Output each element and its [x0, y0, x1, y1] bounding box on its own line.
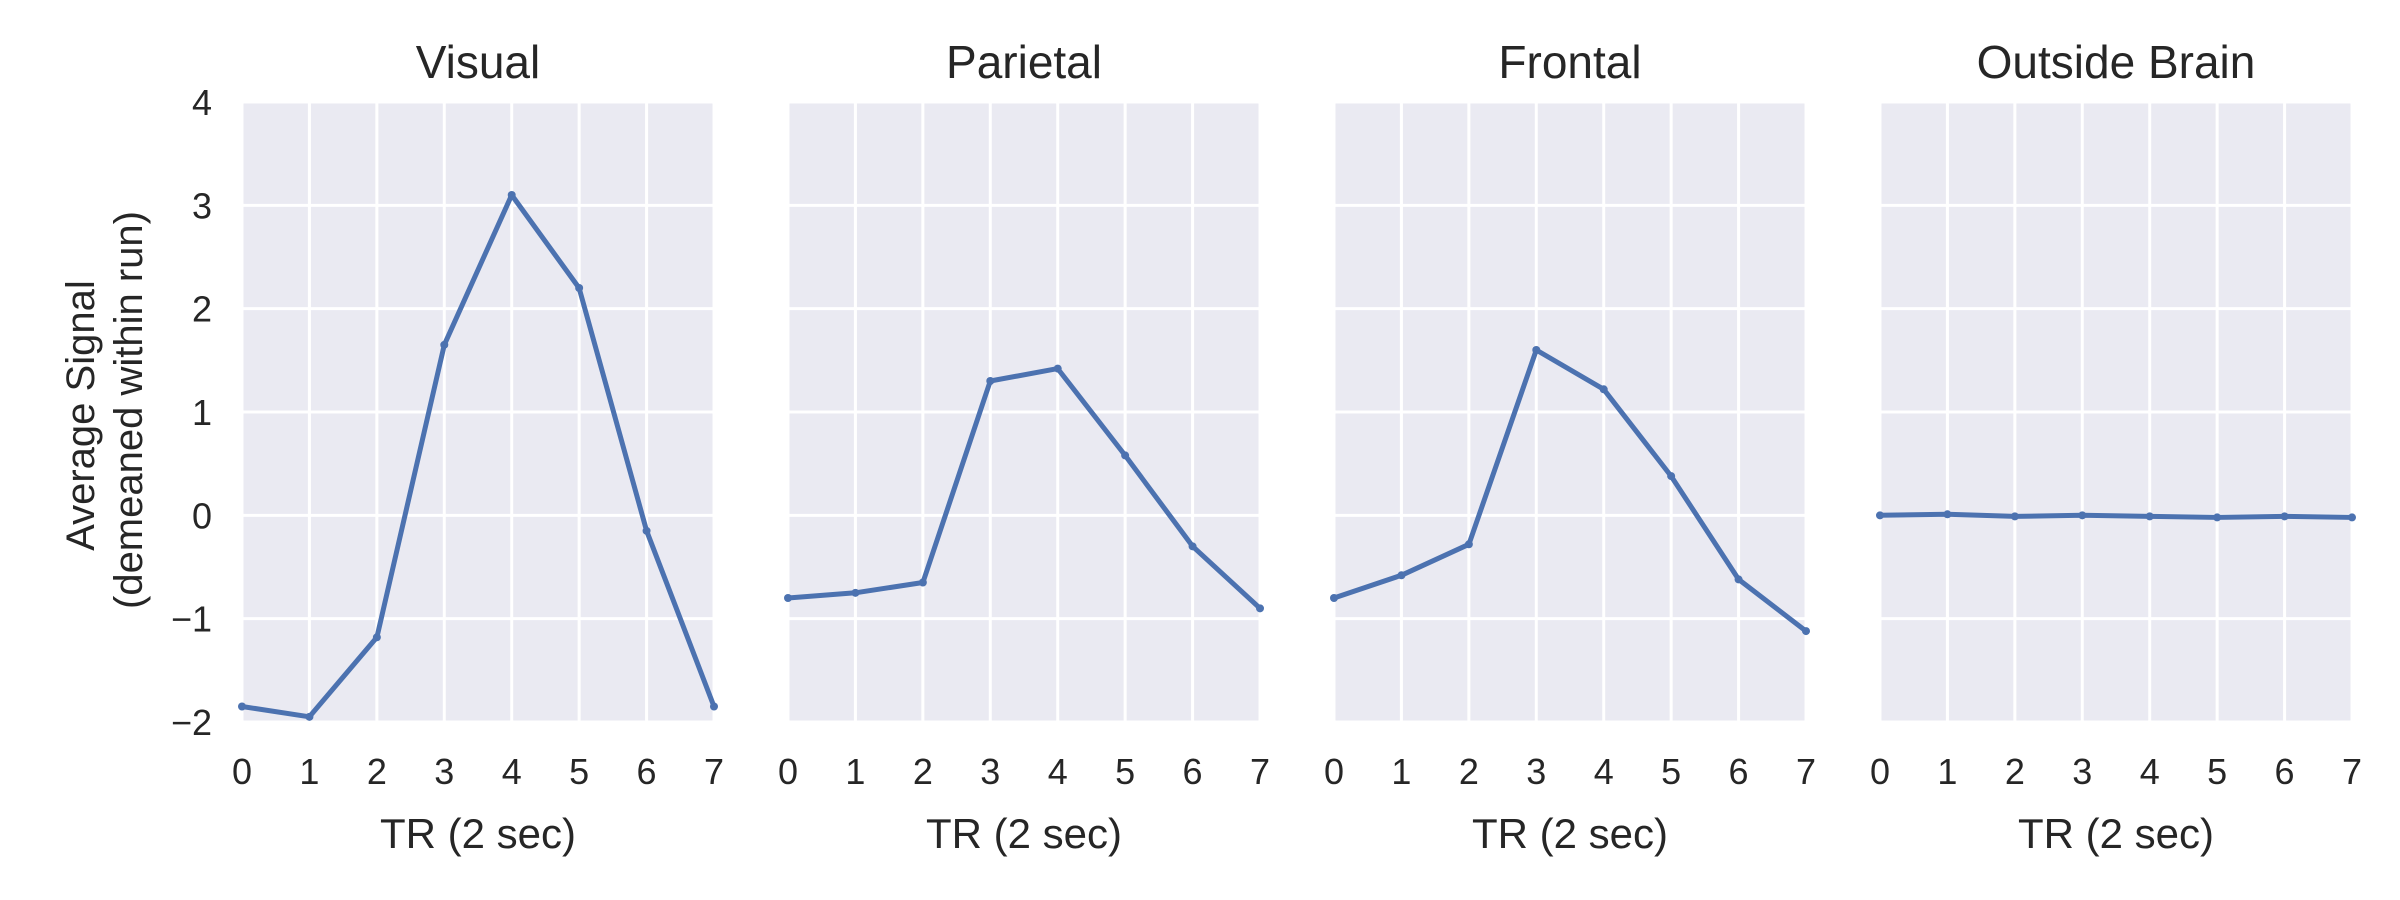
- panel-title: Parietal: [946, 36, 1102, 88]
- x-tick-label: 7: [2342, 751, 2362, 792]
- data-point: [2010, 512, 2019, 521]
- data-point: [2145, 512, 2154, 521]
- y-tick-label: 0: [192, 495, 212, 536]
- data-point: [642, 526, 651, 535]
- data-point: [2078, 511, 2087, 520]
- data-point: [575, 284, 584, 292]
- x-tick-label: 0: [1870, 751, 1890, 792]
- data-point: [1121, 451, 1130, 460]
- data-point: [2213, 513, 2222, 522]
- data-point: [305, 712, 314, 721]
- x-tick-label: 1: [1937, 751, 1957, 792]
- panel-3: Outside Brain 0 1 2 3 4 5 6 7 TR (2 sec): [1870, 36, 2362, 857]
- x-tick-label: 6: [637, 751, 657, 792]
- series-line: [1879, 511, 2353, 520]
- data-point: [1734, 575, 1743, 584]
- y-axis-label-line-1: Average Signal: [59, 280, 103, 551]
- data-point: [1667, 472, 1676, 481]
- x-tick-label: 5: [2207, 751, 2227, 792]
- x-tick-label: 5: [569, 751, 589, 792]
- data-point: [372, 633, 381, 642]
- x-axis-label: TR (2 sec): [1472, 810, 1668, 857]
- x-axis-label: TR (2 sec): [926, 810, 1122, 857]
- y-tick-label: 2: [192, 289, 212, 330]
- data-point: [1053, 364, 1062, 373]
- chart-panels: Visual 0 1 2 3 4 5 6 7 TR (2 sec) 4 3 2 1 0 −1 −2 Parieta…: [171, 36, 2362, 857]
- panel-1: Parietal 0 1 2 3 4 5 6 7 TR (2 sec): [778, 36, 1270, 857]
- x-tick-label: 5: [1661, 751, 1681, 792]
- x-tick-label: 7: [1250, 751, 1270, 792]
- data-point: [507, 191, 516, 199]
- x-tick-label: 7: [704, 751, 724, 792]
- series-line: [787, 366, 1262, 611]
- y-axis-label-line-2: (demeaned within run): [107, 211, 151, 609]
- panel-title: Outside Brain: [1977, 36, 2256, 88]
- data-point: [1256, 604, 1264, 613]
- y-tick-label: −1: [171, 599, 212, 640]
- data-point: [1464, 540, 1473, 549]
- data-point: [1397, 571, 1406, 580]
- x-tick-label: 3: [434, 751, 454, 792]
- data-point: [851, 588, 860, 597]
- data-point: [1876, 511, 1884, 520]
- x-tick-label: 1: [845, 751, 865, 792]
- x-tick-label: 4: [1594, 751, 1614, 792]
- x-tick-label: 4: [1048, 751, 1068, 792]
- data-point: [784, 594, 792, 602]
- data-point: [2280, 512, 2289, 521]
- x-tick-label: 7: [1796, 751, 1816, 792]
- data-point: [918, 578, 927, 587]
- series-line: [1333, 347, 1808, 634]
- y-tick-label: 1: [192, 392, 212, 433]
- data-point: [986, 377, 995, 385]
- x-tick-label: 4: [502, 751, 522, 792]
- x-tick-label: 6: [1183, 751, 1203, 792]
- series-line: [241, 192, 717, 720]
- data-point: [1802, 627, 1810, 636]
- data-point: [1599, 385, 1608, 394]
- x-tick-label: 2: [367, 751, 387, 792]
- x-tick-label: 6: [1729, 751, 1749, 792]
- y-tick-label: 3: [192, 185, 212, 226]
- data-point: [710, 702, 718, 711]
- data-point: [238, 702, 246, 711]
- x-tick-label: 0: [778, 751, 798, 792]
- data-point: [1532, 346, 1541, 354]
- x-axis-label: TR (2 sec): [380, 810, 576, 857]
- x-tick-label: 5: [1115, 751, 1135, 792]
- x-tick-label: 2: [1459, 751, 1479, 792]
- data-point: [1943, 510, 1952, 519]
- panel-2: Frontal 0 1 2 3 4 5 6 7 TR (2 sec): [1324, 36, 1816, 857]
- data-point: [440, 340, 449, 349]
- y-tick-label: −2: [171, 702, 212, 743]
- x-tick-label: 6: [2275, 751, 2295, 792]
- x-tick-label: 0: [232, 751, 252, 792]
- y-axis-label: Average Signal (demeaned within run): [59, 211, 151, 609]
- data-point: [1330, 594, 1338, 602]
- panel-title: Visual: [416, 36, 540, 88]
- x-tick-label: 1: [1391, 751, 1411, 792]
- x-tick-label: 0: [1324, 751, 1344, 792]
- x-tick-label: 1: [299, 751, 319, 792]
- panel-0: Visual 0 1 2 3 4 5 6 7 TR (2 sec) 4 3 2 1 0 −1 −2: [171, 36, 724, 857]
- x-tick-label: 3: [2072, 751, 2092, 792]
- data-point: [2348, 513, 2356, 522]
- x-tick-label: 2: [913, 751, 933, 792]
- x-tick-label: 4: [2140, 751, 2160, 792]
- data-point: [1188, 542, 1197, 551]
- y-tick-label: 4: [192, 82, 212, 123]
- x-tick-label: 2: [2005, 751, 2025, 792]
- x-tick-label: 3: [980, 751, 1000, 792]
- panel-title: Frontal: [1498, 36, 1641, 88]
- x-axis-label: TR (2 sec): [2018, 810, 2214, 857]
- x-tick-label: 3: [1526, 751, 1546, 792]
